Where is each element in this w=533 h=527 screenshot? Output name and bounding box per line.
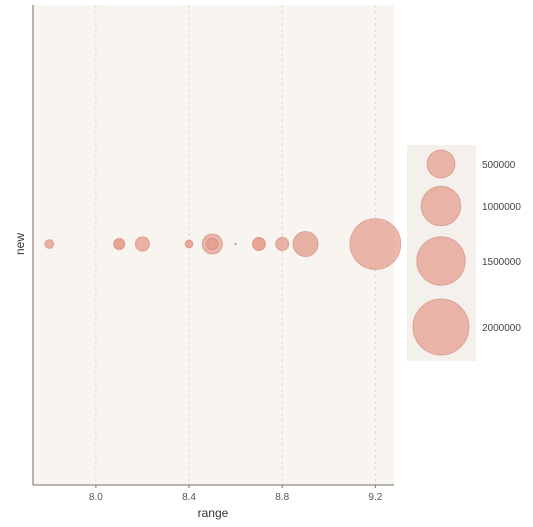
bubble-point	[292, 230, 319, 258]
legend-label: 500000	[482, 160, 516, 171]
x-axis-title: range	[198, 506, 229, 520]
bubbles-layer	[44, 218, 402, 270]
legend-label: 1500000	[482, 257, 521, 268]
x-tick-label: 8.8	[275, 492, 289, 503]
size-legend: 500000 1000000 1500000 2000000	[412, 149, 521, 356]
bubble-point	[251, 236, 266, 252]
y-axis-title: new	[13, 233, 27, 255]
bubble-point	[275, 236, 290, 252]
legend-label: 1000000	[482, 202, 521, 213]
x-tick-label: 9.2	[368, 492, 382, 503]
legend-bubble	[426, 149, 456, 179]
x-axis-ticks: 8.0 8.4 8.8 9.2	[89, 485, 383, 503]
bubble-point	[134, 236, 151, 252]
x-tick-label: 8.0	[89, 492, 103, 503]
x-tick-label: 8.4	[182, 492, 196, 503]
legend-bubble	[420, 185, 462, 227]
bubble-point	[113, 237, 126, 251]
bubble-point	[184, 239, 194, 249]
legend-bubble	[412, 298, 470, 356]
legend-label: 2000000	[482, 323, 521, 334]
bubble-point	[349, 218, 402, 270]
bubble-point	[44, 239, 55, 249]
bubble-point	[234, 242, 237, 246]
bubble-point	[206, 237, 219, 251]
legend-bubble	[416, 236, 466, 286]
